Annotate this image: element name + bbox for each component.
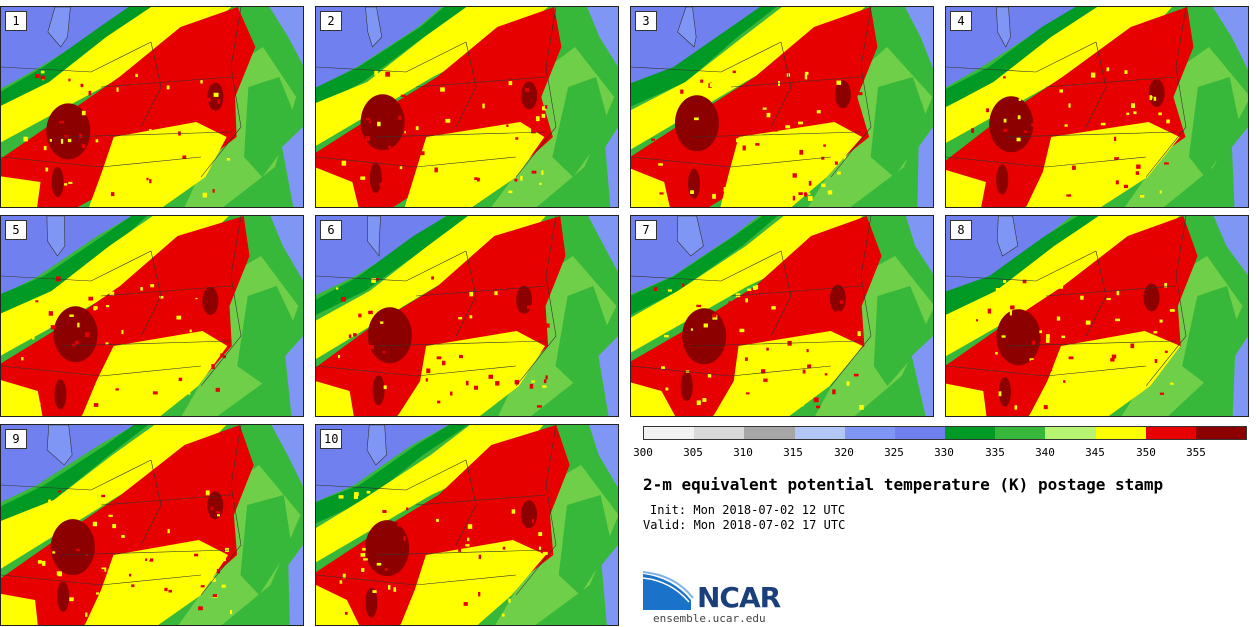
member-number: 9	[5, 429, 27, 449]
colorbar-swatch	[694, 427, 745, 439]
colorbar-swatch	[995, 427, 1046, 439]
colorbar-swatch	[744, 427, 795, 439]
theta-e-map	[316, 216, 618, 416]
colorbar-swatch	[1045, 427, 1096, 439]
colorbar-tick-label: 325	[884, 446, 904, 459]
member-number: 6	[320, 220, 342, 240]
colorbar-swatch	[794, 427, 845, 439]
colorbar-tick-label: 300	[633, 446, 653, 459]
theta-e-map	[1, 216, 303, 416]
colorbar-tick-label: 345	[1085, 446, 1105, 459]
colorbar-swatch	[945, 427, 996, 439]
ensemble-member-panel: 1	[0, 6, 304, 208]
colorbar-tick-label: 335	[985, 446, 1005, 459]
init-time: Init: Mon 2018-07-02 12 UTC	[650, 503, 846, 517]
colorbar-swatch	[644, 427, 695, 439]
colorbar-swatch	[844, 427, 895, 439]
colorbar-tick-label: 355	[1186, 446, 1206, 459]
ensemble-member-panel: 5	[0, 215, 304, 417]
colorbar-swatch	[1145, 427, 1196, 439]
colorbar-swatch	[1095, 427, 1146, 439]
valid-time: Valid: Mon 2018-07-02 17 UTC	[643, 518, 846, 532]
ensemble-member-panel: 6	[315, 215, 619, 417]
theta-e-map	[1, 425, 303, 625]
ensemble-member-panel: 7	[630, 215, 934, 417]
colorbar-tick-label: 350	[1136, 446, 1156, 459]
figure-title: 2-m equivalent potential temperature (K)…	[643, 475, 1164, 494]
member-number: 5	[5, 220, 27, 240]
ensemble-member-panel: 10	[315, 424, 619, 626]
ensemble-member-panel: 3	[630, 6, 934, 208]
colorbar-tick-label: 315	[783, 446, 803, 459]
member-number: 10	[320, 429, 343, 449]
member-number: 3	[635, 11, 657, 31]
colorbar-swatch	[894, 427, 946, 439]
ensemble-member-panel: 2	[315, 6, 619, 208]
ensemble-member-panel: 8	[945, 215, 1249, 417]
theta-e-map	[316, 425, 618, 625]
colorbar-tick-label: 340	[1035, 446, 1055, 459]
ensemble-member-panel: 4	[945, 6, 1249, 208]
logo-wordmark: NCAR	[697, 581, 781, 614]
colorbar-tick-label: 320	[834, 446, 854, 459]
theta-e-map	[631, 7, 933, 207]
colorbar-swatch	[1195, 427, 1247, 439]
theta-e-map	[1, 7, 303, 207]
theta-e-map	[316, 7, 618, 207]
colorbar-tick-label: 330	[934, 446, 954, 459]
member-number: 7	[635, 220, 657, 240]
member-number: 8	[950, 220, 972, 240]
theta-e-map	[946, 216, 1248, 416]
member-number: 4	[950, 11, 972, 31]
member-number: 2	[320, 11, 342, 31]
member-number: 1	[5, 11, 27, 31]
colorbar	[643, 426, 1247, 440]
theta-e-map	[631, 216, 933, 416]
ensemble-member-panel: 9	[0, 424, 304, 626]
logo-url: ensemble.ucar.edu	[653, 612, 766, 625]
theta-e-map	[946, 7, 1248, 207]
colorbar-tick-label: 310	[733, 446, 753, 459]
ncar-logo-icon	[643, 571, 694, 610]
colorbar-tick-label: 305	[683, 446, 703, 459]
